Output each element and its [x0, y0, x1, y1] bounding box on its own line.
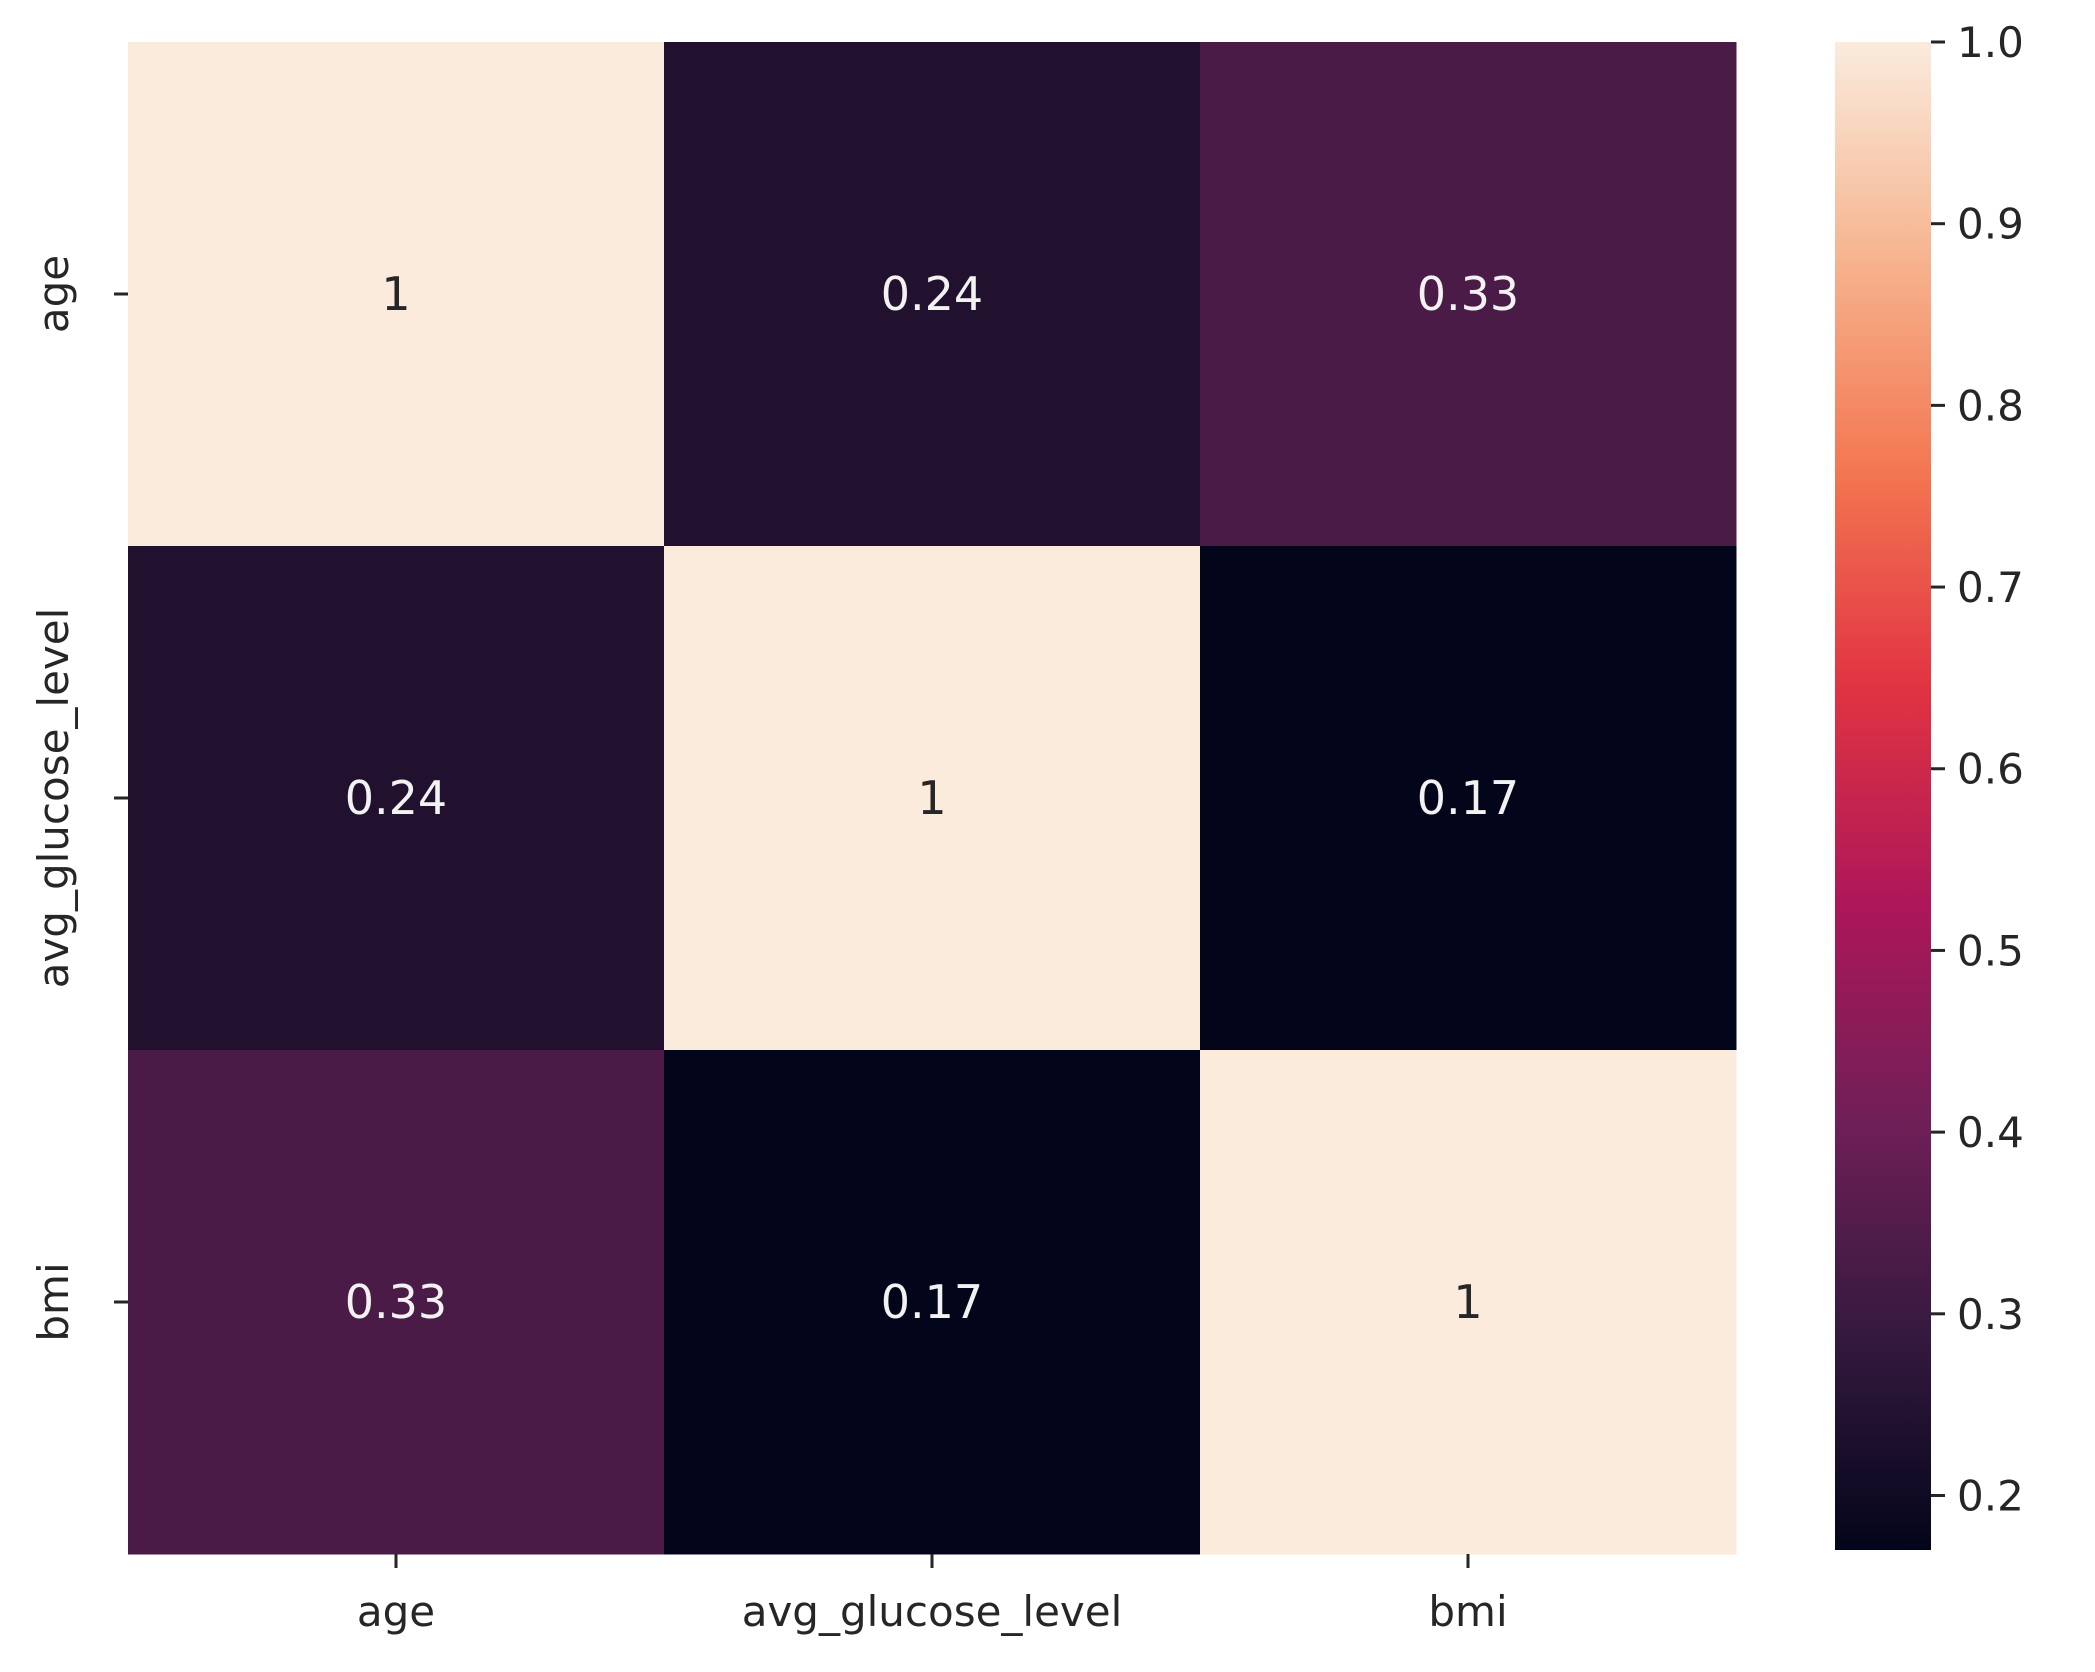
x-tick-label: bmi	[1428, 1587, 1507, 1636]
colorbar-tick-label: 0.2	[1957, 1471, 2024, 1520]
colorbar-tick-label: 0.6	[1957, 745, 2024, 794]
colorbar-tick-label: 1.0	[1957, 18, 2024, 67]
cell-annotation: 0.33	[1417, 267, 1519, 321]
heatmap-cell	[664, 42, 1201, 547]
cell-annotation: 0.17	[881, 1275, 983, 1329]
y-tick-label: bmi	[29, 1262, 78, 1341]
heatmap-cell	[664, 1050, 1201, 1555]
heatmap-cell	[1200, 546, 1737, 1051]
colorbar-tick-label: 0.7	[1957, 563, 2024, 612]
y-tick-label: age	[29, 255, 78, 333]
x-tick-label: avg_glucose_level	[742, 1587, 1123, 1636]
colorbar-tick-label: 0.3	[1957, 1290, 2024, 1339]
cell-annotation: 1	[917, 771, 946, 825]
heatmap-cell	[664, 546, 1201, 1051]
cell-annotation: 0.33	[345, 1275, 447, 1329]
heatmap-cells	[128, 42, 1737, 1555]
x-axis: age avg_glucose_level bmi	[357, 1554, 1508, 1636]
heatmap-cell	[1200, 42, 1737, 547]
colorbar-gradient	[1835, 42, 1931, 1550]
y-tick-label: avg_glucose_level	[29, 608, 78, 989]
cell-annotation: 1	[381, 267, 410, 321]
cell-annotation: 0.24	[345, 771, 447, 825]
colorbar-tick-label: 0.4	[1957, 1108, 2024, 1157]
heatmap-cell	[1200, 1050, 1737, 1555]
colorbar: 0.2 0.3 0.4 0.5 0.6 0.7 0.8 0.9 1.0	[1835, 18, 2024, 1550]
cell-annotation: 0.24	[881, 267, 983, 321]
colorbar-tick-label: 0.8	[1957, 381, 2024, 430]
cell-annotation: 0.17	[1417, 771, 1519, 825]
heatmap-cell	[128, 546, 665, 1051]
heatmap-cell	[128, 1050, 665, 1555]
colorbar-tick-label: 0.9	[1957, 200, 2024, 249]
cell-annotation: 1	[1453, 1275, 1482, 1329]
colorbar-ticks: 0.2 0.3 0.4 0.5 0.6 0.7 0.8 0.9 1.0	[1931, 18, 2024, 1520]
colorbar-tick-label: 0.5	[1957, 926, 2024, 975]
x-tick-label: age	[357, 1587, 435, 1636]
heatmap-cell	[128, 42, 665, 547]
heatmap-annotations: 1 0.24 0.33 0.24 1 0.17 0.33 0.17 1	[345, 267, 1519, 1329]
